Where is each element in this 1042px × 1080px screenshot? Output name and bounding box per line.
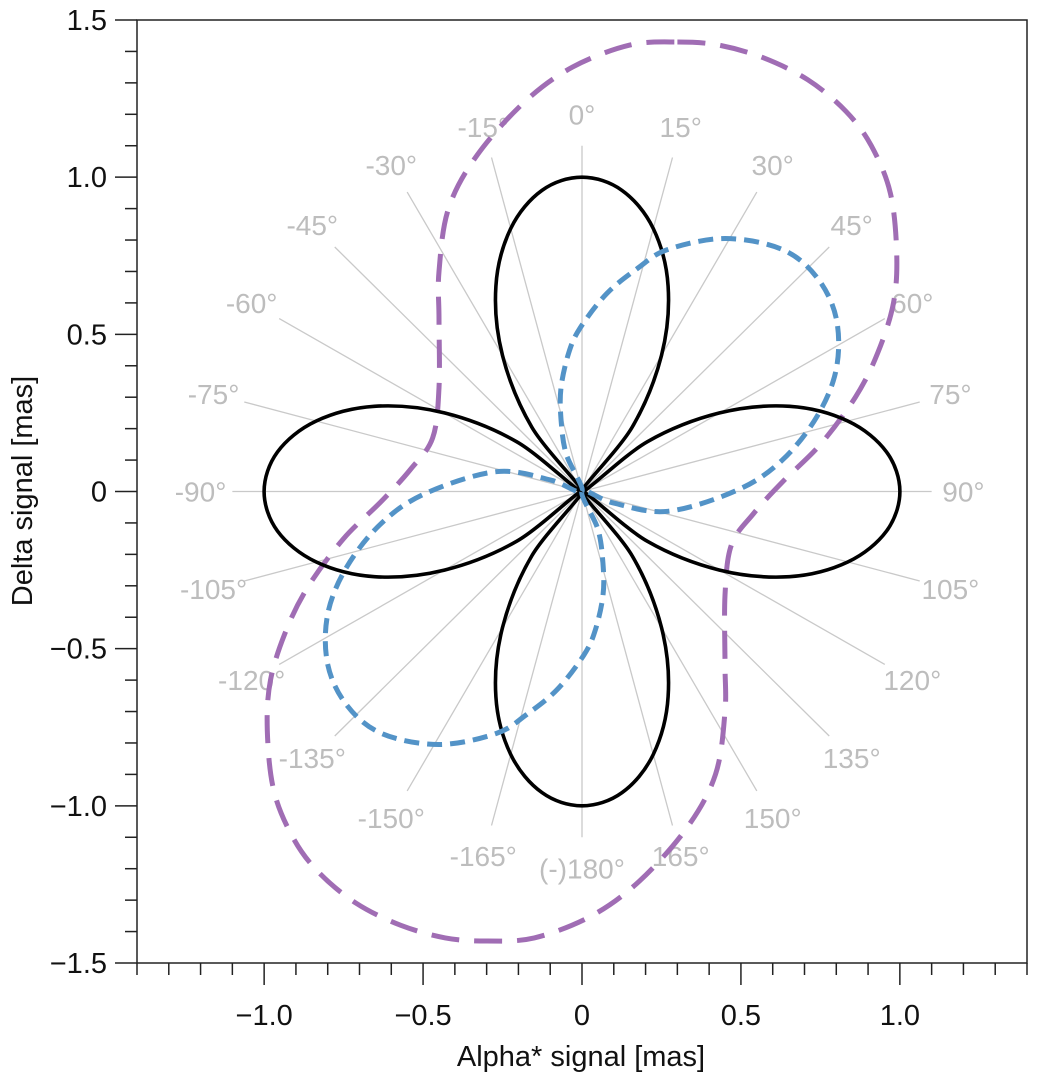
angle-label: -60° bbox=[226, 288, 278, 319]
x-axis-title: Alpha* signal [mas] bbox=[457, 1041, 705, 1073]
angle-ray bbox=[581, 491, 830, 737]
angle-ray bbox=[581, 491, 758, 792]
y-tick-label: 0 bbox=[91, 477, 107, 509]
angle-ray bbox=[581, 157, 674, 492]
angle-label: -105° bbox=[180, 574, 247, 605]
angle-label: 0° bbox=[569, 99, 596, 130]
angle-label: 120° bbox=[883, 665, 941, 696]
angle-label: 75° bbox=[929, 379, 971, 410]
angle-ray bbox=[490, 491, 583, 826]
angle-label: (-)180° bbox=[539, 854, 625, 885]
angle-label: 30° bbox=[752, 150, 794, 181]
angle-ray bbox=[244, 490, 583, 582]
angle-ray bbox=[581, 246, 830, 492]
angle-label: -165° bbox=[450, 841, 517, 872]
angle-label: 90° bbox=[942, 477, 984, 508]
y-tick-label: 1.0 bbox=[67, 162, 107, 194]
y-tick-label: −1.0 bbox=[50, 791, 107, 823]
angle-label: -150° bbox=[358, 803, 425, 834]
angle-label: 60° bbox=[891, 288, 933, 319]
y-axis-title: Delta signal [mas] bbox=[7, 376, 39, 607]
angle-ray bbox=[244, 401, 583, 493]
angle-ray bbox=[334, 491, 583, 737]
blue-dashed-curve bbox=[322, 236, 842, 747]
angle-label: 135° bbox=[823, 743, 881, 774]
x-tick-label: 1.0 bbox=[880, 1000, 920, 1032]
angle-ray bbox=[581, 191, 758, 492]
angle-ray bbox=[334, 246, 583, 492]
angle-ray bbox=[581, 490, 920, 582]
angle-ray bbox=[406, 191, 583, 492]
x-tick-label: −0.5 bbox=[394, 1000, 451, 1032]
x-tick-label: −1.0 bbox=[236, 1000, 293, 1032]
angle-label: -135° bbox=[279, 743, 346, 774]
y-tick-label: 0.5 bbox=[67, 319, 107, 351]
angle-label: 165° bbox=[652, 841, 710, 872]
angle-label: 45° bbox=[831, 210, 873, 241]
angle-label: -45° bbox=[286, 210, 338, 241]
angle-ray bbox=[406, 491, 583, 792]
angle-ray bbox=[581, 401, 920, 493]
angle-label: -75° bbox=[188, 379, 240, 410]
axes: −1.0 −0.5 0 0.5 1.0 1.5 1.0 0.5 0 −0.5 −1.0 −1.5 bbox=[50, 5, 1028, 1032]
x-tick-label: 0 bbox=[574, 1000, 590, 1032]
angle-label: 105° bbox=[921, 574, 979, 605]
angle-label: -15° bbox=[457, 112, 509, 143]
x-tick-label: 0.5 bbox=[721, 1000, 761, 1032]
angle-label: 15° bbox=[660, 112, 702, 143]
angle-ray bbox=[581, 491, 674, 826]
angle-ray bbox=[490, 157, 583, 492]
angle-ray bbox=[581, 490, 886, 665]
angle-ray bbox=[278, 490, 583, 665]
black-solid-curve bbox=[262, 175, 902, 808]
angle-label: -90° bbox=[175, 477, 227, 508]
purple-dashed-curve bbox=[264, 39, 900, 944]
y-tick-label: −1.5 bbox=[50, 948, 107, 980]
angle-ray bbox=[581, 318, 886, 493]
angle-label: -120° bbox=[218, 665, 285, 696]
angle-ray bbox=[278, 318, 583, 493]
y-tick-label: −0.5 bbox=[50, 634, 107, 666]
signal-curves bbox=[262, 39, 902, 944]
angle-rays: 0° 15° 30° 45° 60° 75° 90° 105° 120° 135° 150° 165°… bbox=[175, 99, 985, 884]
angle-label: -30° bbox=[365, 150, 417, 181]
y-tick-label: 1.5 bbox=[67, 5, 107, 37]
angle-label: 150° bbox=[744, 803, 802, 834]
